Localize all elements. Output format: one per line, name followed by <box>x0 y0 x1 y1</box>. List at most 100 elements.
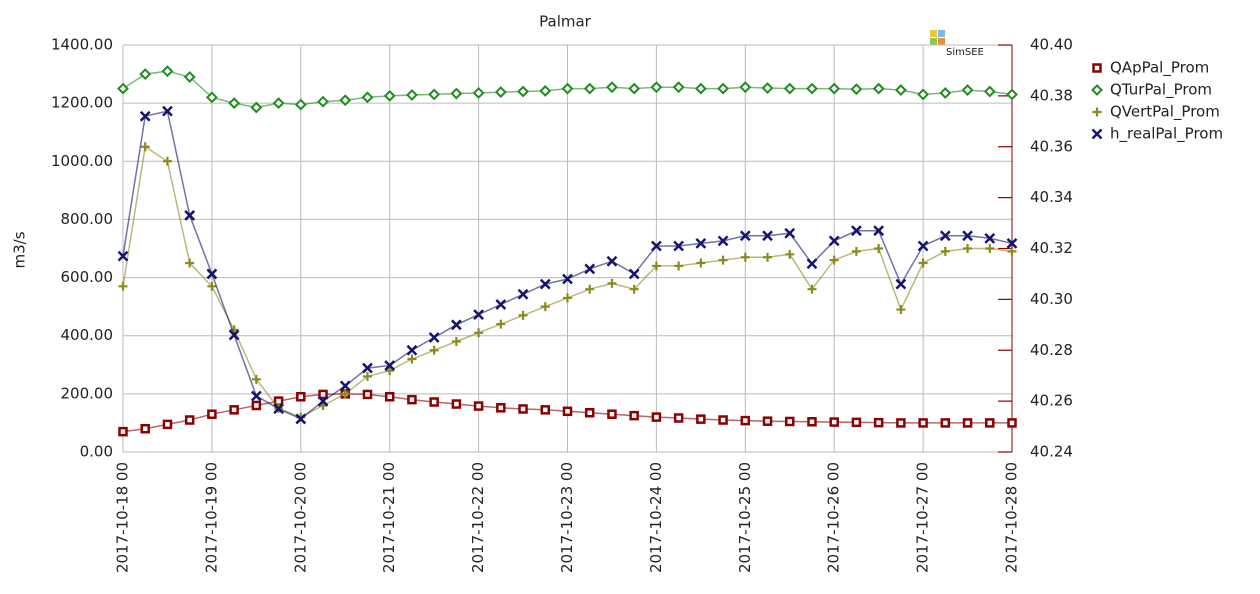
marker <box>317 395 329 407</box>
x-tick-label: 2017-10-19 00 <box>202 462 220 573</box>
marker <box>406 344 418 356</box>
chart-title: Palmar <box>539 13 592 31</box>
y-tick-label: 1000.00 <box>51 152 113 170</box>
marker <box>162 105 173 117</box>
marker <box>317 95 329 108</box>
marker <box>473 309 484 321</box>
marker <box>562 273 573 285</box>
marker <box>563 293 572 303</box>
marker <box>139 110 151 122</box>
x-tick-label: 2017-10-18 00 <box>114 462 132 573</box>
marker <box>1006 88 1018 101</box>
marker <box>272 97 285 110</box>
marker <box>784 227 796 239</box>
x-tick-label: 2017-10-27 00 <box>914 462 932 573</box>
marker <box>250 390 262 402</box>
marker <box>606 81 618 94</box>
marker <box>694 82 707 95</box>
marker <box>607 278 617 288</box>
marker <box>117 250 129 262</box>
marker <box>429 345 439 355</box>
x-tick-label: 2017-10-22 00 <box>469 462 487 573</box>
marker <box>962 418 973 428</box>
marker <box>895 278 907 290</box>
marker <box>783 82 796 95</box>
marker <box>251 374 261 384</box>
marker <box>672 81 685 94</box>
legend-label: h_realPal_Prom <box>1110 125 1223 144</box>
x-tick-label: 2017-10-23 00 <box>558 462 576 573</box>
marker <box>295 413 307 425</box>
x-tick-label: 2017-10-26 00 <box>825 462 843 573</box>
legend-item: QVertPal_Prom <box>1092 103 1220 122</box>
logo-square <box>938 38 945 45</box>
marker <box>762 230 773 242</box>
marker <box>583 82 596 95</box>
marker <box>250 101 263 114</box>
marker <box>673 240 685 252</box>
marker <box>806 82 818 95</box>
marker <box>873 417 884 428</box>
marker <box>717 82 729 95</box>
marker <box>451 399 462 409</box>
y2-tick-label: 40.26 <box>1030 392 1073 410</box>
marker <box>384 392 395 402</box>
legend-label: QTurPal_Prom <box>1110 81 1212 100</box>
marker <box>294 98 307 111</box>
marker <box>407 354 417 364</box>
marker <box>763 252 773 262</box>
marker <box>873 225 885 237</box>
x-tick-label: 2017-10-20 00 <box>291 462 309 573</box>
y-tick-label: 1400.00 <box>51 36 113 54</box>
marker <box>383 89 396 102</box>
marker <box>228 97 241 110</box>
marker <box>183 71 196 83</box>
marker <box>629 410 639 421</box>
series <box>117 65 1018 114</box>
y2-tick-label: 40.34 <box>1030 188 1073 206</box>
marker <box>807 417 817 427</box>
marker <box>918 258 928 268</box>
marker <box>851 417 862 428</box>
marker <box>385 366 395 376</box>
marker <box>517 288 529 300</box>
marker <box>162 156 172 166</box>
marker <box>896 305 906 315</box>
marker <box>362 389 373 400</box>
marker <box>651 261 661 271</box>
marker <box>917 88 930 101</box>
marker <box>118 426 128 437</box>
marker <box>474 328 484 338</box>
marker <box>918 418 928 428</box>
marker <box>362 371 372 381</box>
marker <box>828 82 841 95</box>
marker <box>785 249 795 259</box>
x-tick-label: 2017-10-28 00 <box>1003 462 1021 573</box>
marker <box>963 244 973 253</box>
marker <box>273 403 284 415</box>
logo: SimSEE <box>930 30 984 58</box>
x-tick-label: 2017-10-24 00 <box>647 462 665 573</box>
y-axis-label: m3/s <box>11 231 29 268</box>
marker <box>896 418 906 428</box>
marker <box>140 142 150 152</box>
marker <box>451 337 461 347</box>
marker <box>1007 246 1017 256</box>
marker <box>984 232 996 244</box>
marker <box>696 258 706 268</box>
legend-item: h_realPal_Prom <box>1091 125 1223 144</box>
legend-marker <box>1091 84 1103 96</box>
marker <box>650 81 663 94</box>
marker <box>651 412 662 422</box>
marker <box>674 261 684 271</box>
legend-marker <box>1091 128 1103 140</box>
y2-tick-label: 40.32 <box>1030 239 1073 257</box>
marker <box>339 380 351 392</box>
marker <box>607 409 617 419</box>
marker <box>162 419 173 430</box>
marker <box>894 84 907 96</box>
marker <box>318 389 328 400</box>
marker <box>1006 238 1018 249</box>
marker <box>251 400 262 411</box>
legend-marker <box>1092 63 1102 73</box>
